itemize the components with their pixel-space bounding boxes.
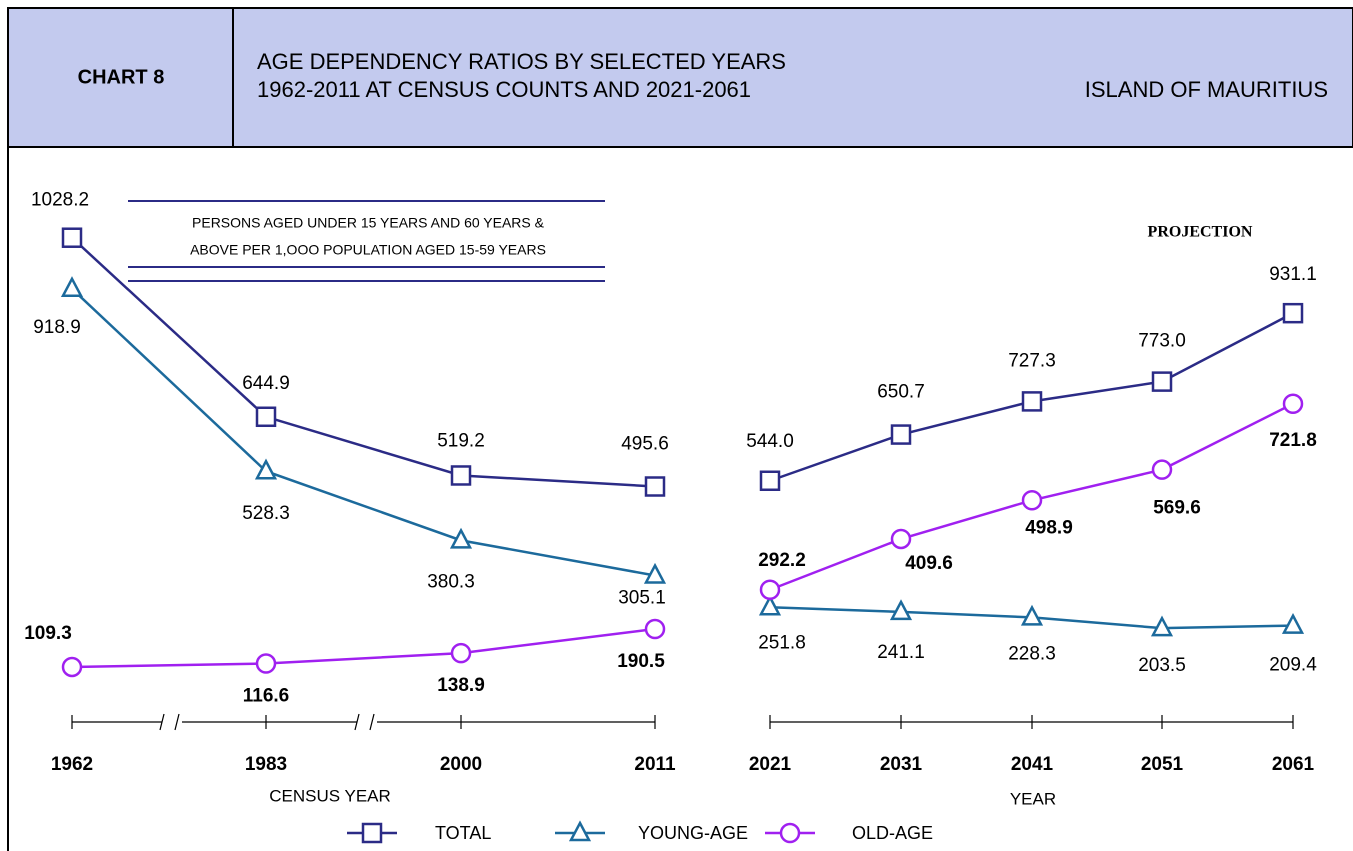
data-label: 519.2	[437, 430, 485, 451]
data-point	[759, 579, 781, 601]
data-label: 918.9	[33, 317, 81, 338]
data-point	[450, 465, 472, 486]
data-point	[60, 276, 84, 298]
data-label: 409.6	[905, 553, 953, 574]
left-axis	[72, 713, 655, 731]
region: ISLAND OF MAURITIUS	[1085, 77, 1328, 102]
data-point	[644, 476, 666, 497]
x-tick-label: 2061	[1272, 754, 1315, 775]
chart-label: CHART 8	[78, 66, 165, 88]
data-point	[449, 527, 473, 549]
data-point	[644, 618, 666, 640]
data-label: 1028.2	[31, 190, 89, 211]
data-label: 498.9	[1025, 517, 1073, 538]
data-point	[1151, 459, 1173, 480]
series-line	[71, 287, 656, 577]
data-point	[1021, 391, 1043, 412]
x-tick-label: 2031	[880, 754, 923, 775]
data-point	[450, 642, 472, 664]
data-point	[889, 599, 913, 621]
data-label: 305.1	[618, 588, 666, 609]
data-label: 190.5	[617, 651, 665, 672]
data-point	[1020, 604, 1044, 626]
data-label: 495.6	[621, 434, 669, 455]
legend-marker	[568, 820, 592, 842]
data-label: 241.1	[877, 642, 925, 663]
data-label: 292.2	[758, 550, 806, 571]
legend-marker	[361, 822, 383, 844]
data-label: 544.0	[746, 431, 794, 452]
data-label: 721.8	[1269, 430, 1317, 451]
x-tick-label: 2021	[749, 754, 792, 775]
x-axis-title: YEAR	[1010, 789, 1056, 808]
chart-title: AGE DEPENDENCY RATIOS BY SELECTED YEARS	[257, 49, 786, 74]
annotation: PERSONS AGED UNDER 15 YEARS AND 60 YEARS…	[192, 215, 545, 231]
data-point	[255, 406, 277, 428]
data-point	[643, 562, 667, 584]
data-label: 644.9	[242, 373, 290, 394]
data-point	[1282, 302, 1304, 324]
series-line	[71, 236, 656, 488]
data-point	[1282, 393, 1304, 415]
data-label: 116.6	[243, 686, 290, 707]
data-point	[890, 528, 912, 550]
x-tick-label: 2041	[1011, 754, 1054, 775]
data-label: 528.3	[242, 503, 290, 524]
data-point	[1021, 490, 1043, 511]
data-point	[1151, 371, 1173, 392]
x-tick-label: 1962	[51, 754, 93, 775]
x-tick-label: 1983	[245, 754, 287, 775]
data-label: 228.3	[1008, 643, 1056, 664]
data-label: 380.3	[427, 571, 475, 592]
legend-marker	[779, 822, 801, 844]
data-label: 203.5	[1138, 655, 1186, 676]
data-point	[890, 424, 912, 445]
data-point	[61, 227, 83, 248]
legend-label: TOTAL	[435, 823, 491, 843]
data-point	[758, 594, 782, 616]
data-point	[1281, 612, 1305, 634]
data-label: 109.3	[24, 623, 72, 644]
data-point	[255, 653, 277, 674]
legend-label: YOUNG-AGE	[638, 823, 748, 843]
data-label: 569.6	[1153, 498, 1201, 519]
x-tick-label: 2000	[440, 754, 482, 775]
chart-title: 1962-2011 AT CENSUS COUNTS AND 2021-2061	[257, 77, 751, 102]
data-label: 931.1	[1269, 264, 1317, 285]
x-tick-label: 2011	[634, 754, 676, 775]
series-line	[71, 627, 656, 669]
data-label: 209.4	[1269, 655, 1317, 676]
data-point	[61, 656, 83, 678]
legend-label: OLD-AGE	[852, 823, 933, 843]
x-tick-label: 2051	[1141, 754, 1184, 775]
data-label: 650.7	[877, 382, 925, 403]
data-point	[1150, 615, 1174, 637]
data-point	[759, 470, 781, 492]
data-label: 773.0	[1138, 331, 1186, 352]
data-label: 251.8	[758, 632, 806, 653]
data-label: 727.3	[1008, 350, 1056, 371]
data-point	[254, 458, 278, 480]
annotation: ABOVE PER 1,OOO POPULATION AGED 15-59 YE…	[190, 242, 546, 258]
x-axis-title: CENSUS YEAR	[269, 786, 391, 805]
data-label: 138.9	[437, 675, 485, 696]
annotation: PROJECTION	[1148, 224, 1253, 241]
